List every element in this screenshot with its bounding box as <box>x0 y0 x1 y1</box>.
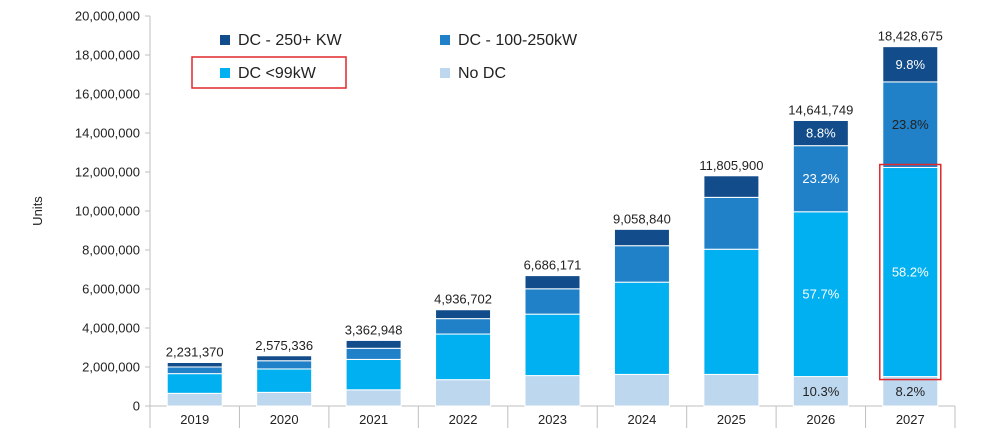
y-tick-label: 16,000,000 <box>75 87 140 102</box>
x-tick-label: 2024 <box>627 412 656 427</box>
segment-percent-label: 8.2% <box>895 384 925 399</box>
x-tick-label: 2023 <box>538 412 567 427</box>
bar-segment <box>345 339 402 349</box>
y-tick-label: 0 <box>133 399 140 414</box>
segment-percent-label: 9.8% <box>895 57 925 72</box>
bar-segment <box>613 228 670 247</box>
legend-swatch <box>440 68 450 78</box>
legend-label: DC <99kW <box>238 65 317 82</box>
bar-segment <box>256 355 313 362</box>
bar-segment <box>256 391 313 407</box>
x-tick-label: 2020 <box>270 412 299 427</box>
total-label: 2,231,370 <box>166 344 224 359</box>
bar-segment <box>524 375 581 407</box>
y-tick-label: 18,000,000 <box>75 48 140 63</box>
bar-segment <box>703 248 760 375</box>
y-tick-label: 10,000,000 <box>75 204 140 219</box>
bar-segment <box>166 361 223 368</box>
bar-segment <box>613 373 670 407</box>
bar-segment <box>524 275 581 290</box>
x-tick-label: 2025 <box>717 412 746 427</box>
segment-percent-label: 8.8% <box>806 126 836 141</box>
segment-percent-label: 57.7% <box>802 287 839 302</box>
y-tick-label: 6,000,000 <box>82 282 140 297</box>
bar-segment <box>166 366 223 375</box>
legend-swatch <box>440 35 450 45</box>
bar-segment <box>882 167 939 378</box>
bar-segment <box>345 389 402 407</box>
bar-segment <box>882 81 939 169</box>
y-tick-label: 8,000,000 <box>82 243 140 258</box>
y-axis-title: Units <box>30 196 45 226</box>
segment-percent-label: 23.8% <box>892 117 929 132</box>
x-tick-label: 2027 <box>896 412 925 427</box>
total-label: 3,362,948 <box>345 322 403 337</box>
segment-percent-label: 10.3% <box>802 384 839 399</box>
bar-segment <box>435 333 492 381</box>
bar-segment <box>345 347 402 360</box>
y-tick-label: 20,000,000 <box>75 9 140 24</box>
highlight-box <box>879 163 942 381</box>
legend-swatch <box>220 68 230 78</box>
legend-label: DC - 100-250kW <box>458 32 578 49</box>
bar-segment <box>166 392 223 407</box>
bar-segment <box>435 379 492 407</box>
bar-segment <box>792 119 849 147</box>
bar-segment <box>256 360 313 370</box>
total-label: 2,575,336 <box>255 338 313 353</box>
legend-label: DC - 250+ KW <box>238 32 342 49</box>
x-tick-label: 2021 <box>359 412 388 427</box>
total-label: 11,805,900 <box>699 158 763 173</box>
bar-segment <box>345 358 402 391</box>
total-label: 14,641,749 <box>788 102 853 117</box>
segment-percent-label: 23.2% <box>802 171 839 186</box>
total-label: 4,936,702 <box>434 292 492 307</box>
total-label: 18,428,675 <box>878 29 943 44</box>
axes: 0 2,000,000 4,000,000 6,000,000 8,000,000 10,… <box>30 9 956 428</box>
x-tick-label: 2026 <box>806 412 835 427</box>
bar-segment <box>703 196 760 250</box>
bar-segment <box>882 46 939 83</box>
bar-segment <box>613 281 670 375</box>
bar-segment <box>524 313 581 377</box>
bar-segment <box>256 368 313 393</box>
legend-highlight-box <box>191 56 347 89</box>
bars <box>166 46 939 407</box>
y-tick-label: 12,000,000 <box>75 165 140 180</box>
bar-segment <box>703 175 760 198</box>
x-tick-label: 2022 <box>449 412 478 427</box>
x-tick-label: 2019 <box>180 412 209 427</box>
segment-percent-label: 58.2% <box>892 265 929 280</box>
bar-segment <box>166 373 223 394</box>
legend: DC - 250+ KW DC - 100-250kW DC <99kW No DC <box>191 32 578 89</box>
bar-segment <box>792 376 849 407</box>
total-label: 9,058,840 <box>613 211 671 226</box>
bar-segment <box>792 211 849 378</box>
y-tick-label: 14,000,000 <box>75 126 140 141</box>
bar-segment <box>435 318 492 335</box>
labels: 2,231,370 2,575,336 3,362,948 4,936,702 6,68… <box>166 29 943 399</box>
y-tick-label: 4,000,000 <box>82 321 140 336</box>
y-tick-label: 2,000,000 <box>82 360 140 375</box>
legend-swatch <box>220 35 230 45</box>
bar-segment <box>703 373 760 407</box>
total-label: 6,686,171 <box>524 258 582 273</box>
legend-label: No DC <box>458 65 506 82</box>
bar-segment <box>435 309 492 320</box>
bar-segment <box>524 288 581 315</box>
bar-segment <box>613 245 670 283</box>
